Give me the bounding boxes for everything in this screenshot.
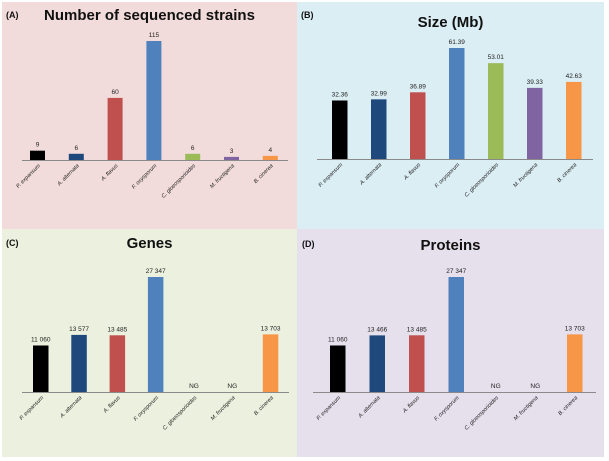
data-label: 13 703 — [261, 325, 281, 332]
bar — [567, 334, 583, 392]
x-tick-label: M. fructigena — [210, 395, 237, 422]
data-label: 32.99 — [371, 90, 388, 97]
x-tick-label: F. oxysporum — [133, 395, 161, 423]
panel-d-proteins: (D) Proteins 11 060 P. expansum 13 466 A. a… — [297, 229, 604, 457]
x-tick-label: A. flavus — [100, 163, 120, 183]
bar — [369, 335, 385, 392]
x-tick-label: B. cinerea — [253, 163, 275, 185]
data-label: 32.36 — [332, 91, 349, 98]
data-label: 13 485 — [407, 326, 427, 333]
bar — [410, 92, 426, 159]
data-label: 11 060 — [328, 336, 348, 343]
data-label: NG — [530, 383, 540, 390]
x-tick-label: A. alternata — [357, 395, 382, 420]
data-label: 13 485 — [107, 326, 127, 333]
x-tick-label: P. expansum — [318, 162, 345, 189]
bar — [107, 97, 123, 160]
bar — [332, 100, 348, 159]
bar — [527, 87, 543, 159]
data-label: 11 060 — [31, 336, 51, 343]
x-tick-label: M. fructigena — [513, 395, 540, 422]
data-label: 115 — [149, 32, 160, 39]
panel-label: (A) — [6, 10, 19, 20]
data-label: 61.39 — [449, 39, 466, 46]
bar — [371, 99, 387, 159]
bar — [147, 277, 164, 392]
x-tick-label: A. flavus — [401, 395, 421, 415]
bar — [146, 41, 162, 160]
chart-plot: 11 060 P. expansum 13 577 A. alternata 13 48… — [19, 268, 289, 432]
bar — [488, 63, 504, 159]
chart-title: Proteins — [420, 237, 481, 254]
chart-plot: 11 060 P. expansum 13 466 A. alternata 13 48… — [313, 268, 596, 432]
bar — [109, 335, 126, 392]
panel-label: (B) — [301, 10, 314, 20]
bar — [566, 81, 582, 159]
data-label: 13 577 — [69, 326, 89, 333]
x-tick-label: C. gloeosporioides — [464, 395, 501, 432]
chart-title: Genes — [126, 235, 173, 252]
x-tick-label: C. gloeosporioides — [162, 395, 199, 432]
bar — [262, 334, 279, 392]
x-tick-label: B. cinerea — [557, 395, 579, 417]
x-tick-label: F. oxysporum — [131, 163, 159, 191]
data-label: 13 703 — [565, 325, 585, 332]
data-label: NG — [227, 383, 237, 390]
bar — [449, 48, 465, 159]
x-tick-label: A. alternata — [59, 395, 84, 420]
data-label: 3 — [230, 148, 234, 155]
bar — [30, 150, 45, 160]
panel-a-sequenced-strains: (A) Number of sequenced strains 9 P. expa… — [2, 2, 297, 229]
x-tick-label: P. expansum — [19, 395, 46, 422]
bar — [409, 335, 425, 392]
bar — [448, 277, 464, 392]
x-tick-label: F. oxysporum — [433, 395, 461, 423]
data-label: NG — [189, 383, 199, 390]
x-tick-label: B. cinerea — [556, 162, 578, 184]
data-label: 39.33 — [527, 79, 544, 86]
data-label: 6 — [74, 145, 78, 152]
data-label: 60 — [111, 89, 119, 96]
data-label: 27 347 — [446, 268, 466, 275]
chart-plot: 32.36 P. expansum 32.99 A. alternata 36.89 A.… — [317, 39, 593, 199]
panel-label: (C) — [6, 238, 19, 248]
data-label: 13 466 — [367, 326, 387, 333]
panel-b-genome-size: (B) Size (Mb) 32.36 P. expansum 32.99 A. al… — [297, 2, 604, 229]
panel-c-genes: (C) Genes 11 060 P. expansum 13 577 A. alte… — [2, 229, 297, 457]
bar — [330, 345, 346, 392]
x-tick-label: A. alternata — [56, 163, 81, 188]
x-tick-label: M. fructigena — [512, 162, 539, 189]
chart-title: Size (Mb) — [417, 14, 484, 31]
bar — [224, 156, 239, 160]
x-tick-label: A. flavus — [102, 395, 122, 415]
data-label: NG — [491, 383, 501, 390]
x-tick-label: P. expansum — [316, 395, 343, 422]
chart-title: Number of sequenced strains — [44, 7, 255, 24]
bar — [68, 153, 84, 160]
bar — [185, 153, 201, 160]
panel-label: (D) — [302, 239, 315, 249]
data-label: 27 347 — [146, 268, 166, 275]
chart-plot: 9 P. expansum 6 A. alternata 60 A. flavus 115 F… — [15, 32, 288, 200]
data-label: 4 — [268, 147, 272, 154]
data-label: 6 — [191, 145, 195, 152]
x-tick-label: B. cinerea — [253, 395, 275, 417]
bar — [33, 345, 49, 392]
x-tick-label: A. flavus — [402, 162, 422, 182]
x-tick-label: P. expansum — [15, 163, 42, 190]
data-label: 42.63 — [566, 73, 583, 80]
data-label: 36.89 — [410, 83, 427, 90]
x-tick-label: C. gloeosporioides — [464, 162, 501, 199]
x-tick-label: F. oxysporum — [434, 162, 462, 190]
data-label: 53.01 — [488, 54, 505, 61]
data-label: 9 — [36, 142, 40, 149]
x-tick-label: M. fructigena — [209, 163, 236, 190]
x-tick-label: C. gloeosporioides — [161, 163, 198, 200]
x-tick-label: A. alternata — [358, 162, 383, 187]
bar — [262, 155, 278, 160]
bar — [71, 334, 87, 392]
